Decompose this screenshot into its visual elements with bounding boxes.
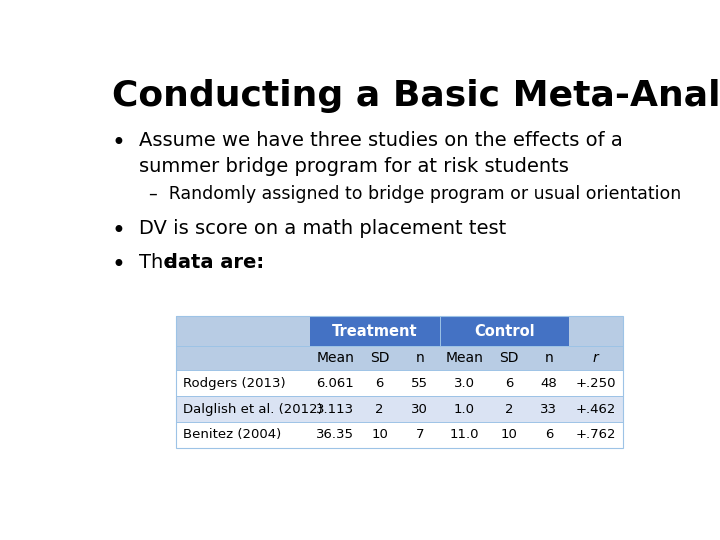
Text: 2: 2 xyxy=(505,403,513,416)
Bar xyxy=(310,316,440,346)
Text: Mean: Mean xyxy=(446,352,483,366)
Text: DV is score on a math placement test: DV is score on a math placement test xyxy=(139,219,506,238)
Text: 10: 10 xyxy=(372,428,388,441)
Bar xyxy=(176,316,623,346)
Bar xyxy=(176,370,623,396)
Text: Control: Control xyxy=(474,324,534,339)
Text: 55: 55 xyxy=(411,377,428,390)
Text: +.250: +.250 xyxy=(575,377,616,390)
Bar xyxy=(176,396,623,422)
Text: 33: 33 xyxy=(541,403,557,416)
Text: 6: 6 xyxy=(505,377,513,390)
Text: •: • xyxy=(111,219,125,242)
Text: 6: 6 xyxy=(376,377,384,390)
Text: Assume we have three studies on the effects of a
summer bridge program for at ri: Assume we have three studies on the effe… xyxy=(139,131,623,176)
Text: +.462: +.462 xyxy=(576,403,616,416)
Text: Mean: Mean xyxy=(316,352,354,366)
Text: Benitez (2004): Benitez (2004) xyxy=(183,428,282,441)
Text: 48: 48 xyxy=(541,377,557,390)
Text: SD: SD xyxy=(370,352,390,366)
Text: 6: 6 xyxy=(545,428,553,441)
Text: 3.0: 3.0 xyxy=(454,377,474,390)
Text: 11.0: 11.0 xyxy=(449,428,479,441)
Text: n: n xyxy=(544,352,553,366)
Text: 1.0: 1.0 xyxy=(454,403,474,416)
Text: Rodgers (2013): Rodgers (2013) xyxy=(183,377,286,390)
Text: 36.35: 36.35 xyxy=(316,428,354,441)
Text: Conducting a Basic Meta-Analysis: Conducting a Basic Meta-Analysis xyxy=(112,79,720,113)
Bar xyxy=(176,422,623,448)
Text: 10: 10 xyxy=(500,428,518,441)
Text: 3.113: 3.113 xyxy=(316,403,354,416)
Text: SD: SD xyxy=(499,352,518,366)
Bar xyxy=(176,316,623,448)
Text: –  Randomly assigned to bridge program or usual orientation: – Randomly assigned to bridge program or… xyxy=(149,185,681,204)
Text: •: • xyxy=(111,131,125,156)
Text: 2: 2 xyxy=(375,403,384,416)
Text: data are:: data are: xyxy=(163,253,264,272)
Text: 30: 30 xyxy=(411,403,428,416)
Text: 6.061: 6.061 xyxy=(316,377,354,390)
Text: The: The xyxy=(139,253,181,272)
Text: n: n xyxy=(415,352,424,366)
Bar xyxy=(176,346,623,370)
Text: •: • xyxy=(111,253,125,276)
Text: Dalglish et al. (2012): Dalglish et al. (2012) xyxy=(183,403,323,416)
Text: 7: 7 xyxy=(415,428,424,441)
Bar xyxy=(440,316,569,346)
Text: Treatment: Treatment xyxy=(332,324,418,339)
Text: r: r xyxy=(593,352,599,366)
Text: +.762: +.762 xyxy=(575,428,616,441)
